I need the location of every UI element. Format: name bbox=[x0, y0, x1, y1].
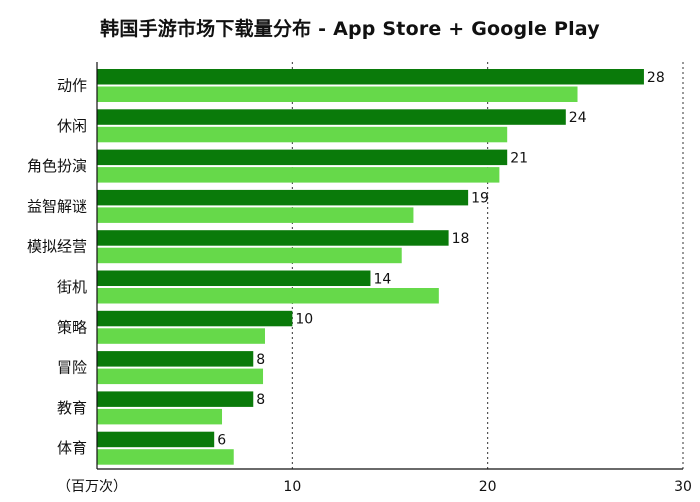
unit-label: （百万次） bbox=[57, 479, 127, 495]
bar-light-2 bbox=[97, 167, 500, 183]
value-label-0: 28 bbox=[647, 70, 665, 86]
value-label-7: 8 bbox=[256, 352, 265, 368]
category-label-7: 冒险 bbox=[57, 359, 87, 377]
value-label-2: 21 bbox=[510, 150, 528, 166]
bar-light-0 bbox=[97, 86, 578, 102]
value-label-8: 8 bbox=[256, 392, 265, 408]
category-label-2: 角色扮演 bbox=[27, 157, 87, 175]
category-label-5: 街机 bbox=[57, 278, 87, 296]
bar-light-6 bbox=[97, 328, 265, 344]
bar-dark-9 bbox=[97, 431, 215, 448]
bar-light-3 bbox=[97, 207, 414, 223]
bar-light-1 bbox=[97, 126, 508, 143]
bar-dark-3 bbox=[97, 189, 469, 206]
bar-light-7 bbox=[97, 368, 264, 385]
bar-dark-0 bbox=[97, 69, 644, 85]
x-tick-label-10: 10 bbox=[283, 479, 301, 495]
bar-light-4 bbox=[97, 247, 402, 264]
value-label-4: 18 bbox=[452, 231, 470, 247]
bar-dark-2 bbox=[97, 149, 508, 166]
category-label-4: 模拟经营 bbox=[27, 238, 87, 256]
category-label-6: 策略 bbox=[57, 318, 87, 336]
bar-dark-5 bbox=[97, 270, 371, 286]
value-label-9: 6 bbox=[217, 432, 226, 448]
bar-dark-1 bbox=[97, 109, 566, 125]
category-label-3: 益智解谜 bbox=[27, 197, 87, 215]
category-label-0: 动作 bbox=[57, 77, 87, 95]
bar-light-9 bbox=[97, 449, 234, 465]
bar-dark-7 bbox=[97, 351, 254, 367]
bar-dark-8 bbox=[97, 391, 254, 407]
category-label-1: 休闲 bbox=[57, 117, 87, 135]
value-label-1: 24 bbox=[569, 110, 587, 126]
bar-dark-6 bbox=[97, 310, 293, 327]
category-label-8: 教育 bbox=[57, 399, 87, 417]
value-label-5: 14 bbox=[373, 271, 391, 287]
value-label-6: 10 bbox=[295, 312, 313, 328]
category-label-9: 体育 bbox=[57, 439, 87, 457]
bar-light-8 bbox=[97, 408, 223, 425]
x-tick-label-20: 20 bbox=[479, 479, 497, 495]
x-tick-label-30: 30 bbox=[674, 479, 692, 495]
chart-title: 韩国手游市场下载量分布 - App Store + Google Play bbox=[100, 18, 600, 40]
value-label-3: 19 bbox=[471, 191, 489, 207]
bar-dark-4 bbox=[97, 230, 449, 246]
bar-light-5 bbox=[97, 288, 439, 304]
